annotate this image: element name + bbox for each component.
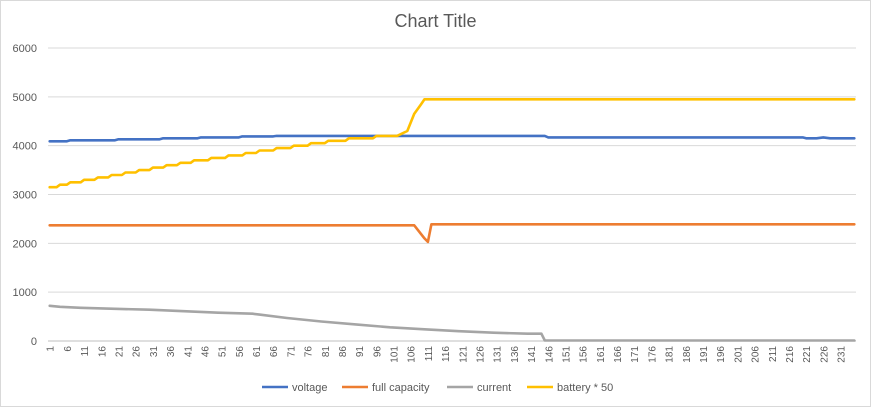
gridlines (48, 47, 856, 342)
x-tick-label: 26 (132, 346, 143, 358)
x-tick-label: 151 (561, 346, 572, 363)
y-tick-label: 4000 (13, 141, 37, 153)
legend-label: battery * 50 (557, 382, 613, 394)
x-tick-label: 6 (63, 346, 74, 352)
x-tick-label: 31 (149, 346, 160, 358)
x-tick-label: 71 (286, 346, 297, 358)
x-tick-label: 171 (630, 346, 641, 363)
x-tick-label: 156 (579, 346, 590, 363)
x-tick-label: 11 (80, 346, 91, 357)
x-tick-label: 121 (458, 346, 469, 363)
series-line-current (48, 304, 856, 342)
x-tick-label: 96 (372, 346, 383, 358)
x-tick-label: 141 (527, 346, 538, 363)
x-tick-label: 91 (355, 346, 366, 358)
x-tick-label: 176 (647, 346, 658, 363)
legend-label: voltage (292, 382, 327, 394)
x-tick-label: 231 (837, 346, 848, 363)
x-tick-label: 66 (269, 346, 280, 358)
series-line-full-capacity (48, 223, 856, 244)
x-tick-label: 1 (46, 346, 57, 352)
y-tick-label: 3000 (13, 190, 37, 202)
x-tick-label: 81 (321, 346, 332, 358)
x-tick-label: 146 (544, 346, 555, 363)
x-tick-label: 206 (751, 346, 762, 363)
x-tick-label: 216 (785, 346, 796, 363)
x-tick-label: 51 (218, 346, 229, 358)
y-tick-label: 6000 (13, 43, 37, 55)
x-tick-label: 101 (390, 346, 401, 363)
series-line-voltage (48, 134, 856, 143)
y-tick-label: 5000 (13, 92, 37, 104)
chart-title: Chart Title (394, 11, 476, 31)
x-tick-label: 221 (802, 346, 813, 363)
y-tick-label: 1000 (13, 287, 37, 299)
x-tick-label: 226 (819, 346, 830, 363)
x-tick-label: 116 (441, 346, 452, 362)
x-tick-label: 61 (252, 346, 263, 358)
x-tick-label: 201 (733, 346, 744, 363)
legend-label: current (477, 382, 511, 394)
x-tick-label: 106 (407, 346, 418, 363)
x-tick-label: 41 (183, 346, 194, 358)
x-tick-label: 111 (424, 346, 435, 362)
legend: voltage full capacity current battery * 50 (262, 382, 613, 394)
x-tick-label: 211 (768, 346, 779, 362)
x-tick-label: 21 (114, 346, 125, 358)
x-tick-label: 196 (716, 346, 727, 363)
x-tick-label: 86 (338, 346, 349, 358)
x-tick-label: 126 (476, 346, 487, 363)
x-tick-label: 131 (493, 346, 504, 363)
x-tick-label: 166 (613, 346, 624, 363)
x-tick-label: 181 (665, 346, 676, 363)
x-tick-label: 46 (200, 346, 211, 358)
x-tick-label: 16 (97, 346, 108, 358)
x-tick-label: 161 (596, 346, 607, 363)
legend-label: full capacity (372, 382, 430, 394)
y-tick-label: 0 (31, 336, 37, 348)
x-tick-label: 191 (699, 346, 710, 363)
series-lines (48, 98, 856, 342)
x-tick-label: 186 (682, 346, 693, 363)
x-tick-label: 76 (304, 346, 315, 358)
y-axis-tick-labels: 0 1000 2000 3000 4000 5000 6000 (13, 43, 37, 348)
x-tick-label: 36 (166, 346, 177, 358)
x-tick-label: 56 (235, 346, 246, 358)
x-tick-label: 136 (510, 346, 521, 363)
x-axis-tick-labels: 1 6 11 16 21 26 31 36 41 46 51 56 61 66 71 76 81 86 91 96 10… (46, 346, 848, 363)
series-line-battery-50 (48, 98, 856, 189)
y-tick-label: 2000 (13, 238, 37, 250)
